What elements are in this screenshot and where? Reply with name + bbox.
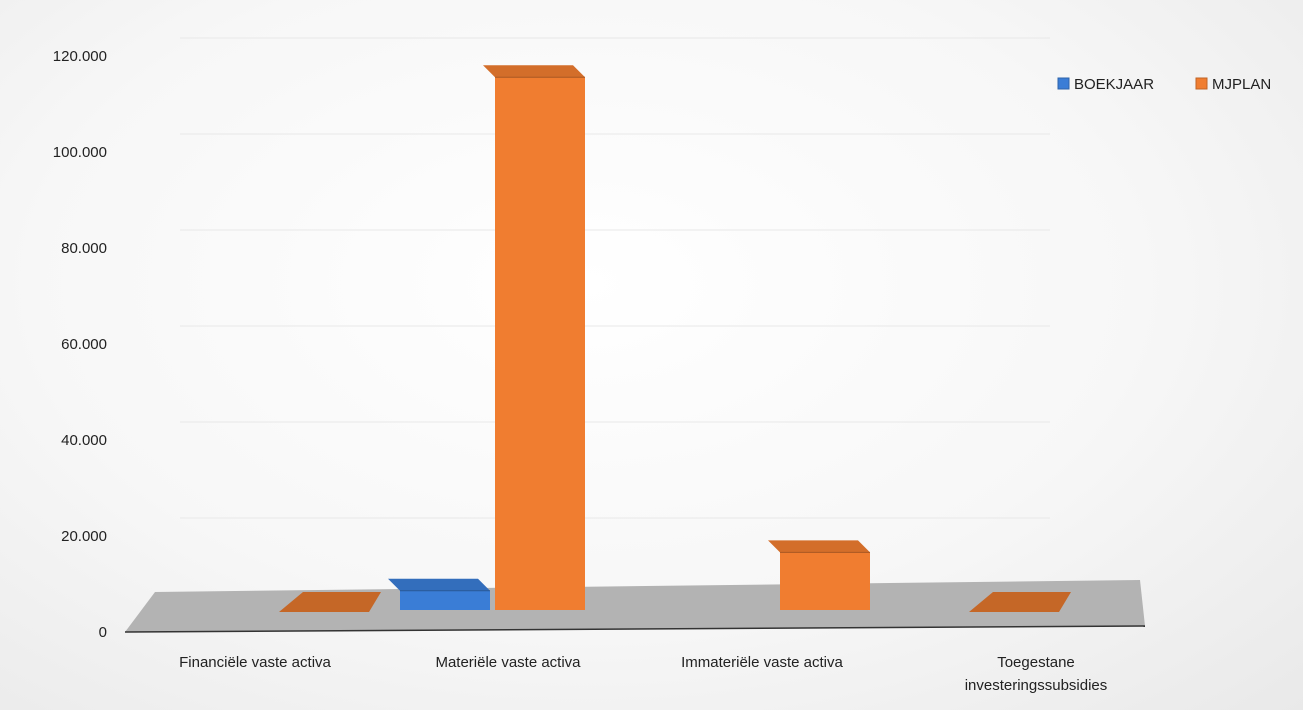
x-axis-line (124, 625, 1146, 633)
bar-boekjaar-top (388, 578, 490, 591)
y-tick-label: 40.000 (61, 432, 107, 449)
bar-mjplan-top (768, 540, 870, 553)
x-tick-label: Immateriële vaste activa (681, 654, 843, 671)
legend-label: MJPLAN (1212, 76, 1271, 93)
legend-label: BOEKJAAR (1074, 76, 1154, 93)
x-tick-label: Materiële vaste activa (435, 654, 581, 671)
y-tick-label: 80.000 (61, 240, 107, 257)
bar-mjplan (969, 592, 1071, 612)
x-tick-label: Toegestane (997, 654, 1075, 671)
bar-boekjaar (400, 590, 490, 610)
bar-mjplan (780, 552, 870, 610)
y-tick-label: 20.000 (61, 528, 107, 545)
legend-swatch (1195, 77, 1208, 90)
x-tick-label: Financiële vaste activa (179, 654, 331, 671)
y-tick-label: 60.000 (61, 336, 107, 353)
y-tick-label: 0 (99, 624, 107, 641)
y-tick-label: 120.000 (53, 48, 107, 65)
y-tick-label: 100.000 (53, 144, 107, 161)
bar-mjplan (279, 592, 381, 612)
bar-mjplan (495, 77, 585, 610)
x-tick-label: investeringssubsidies (965, 677, 1108, 694)
bar-mjplan-top (483, 65, 585, 78)
legend-swatch (1057, 77, 1070, 90)
